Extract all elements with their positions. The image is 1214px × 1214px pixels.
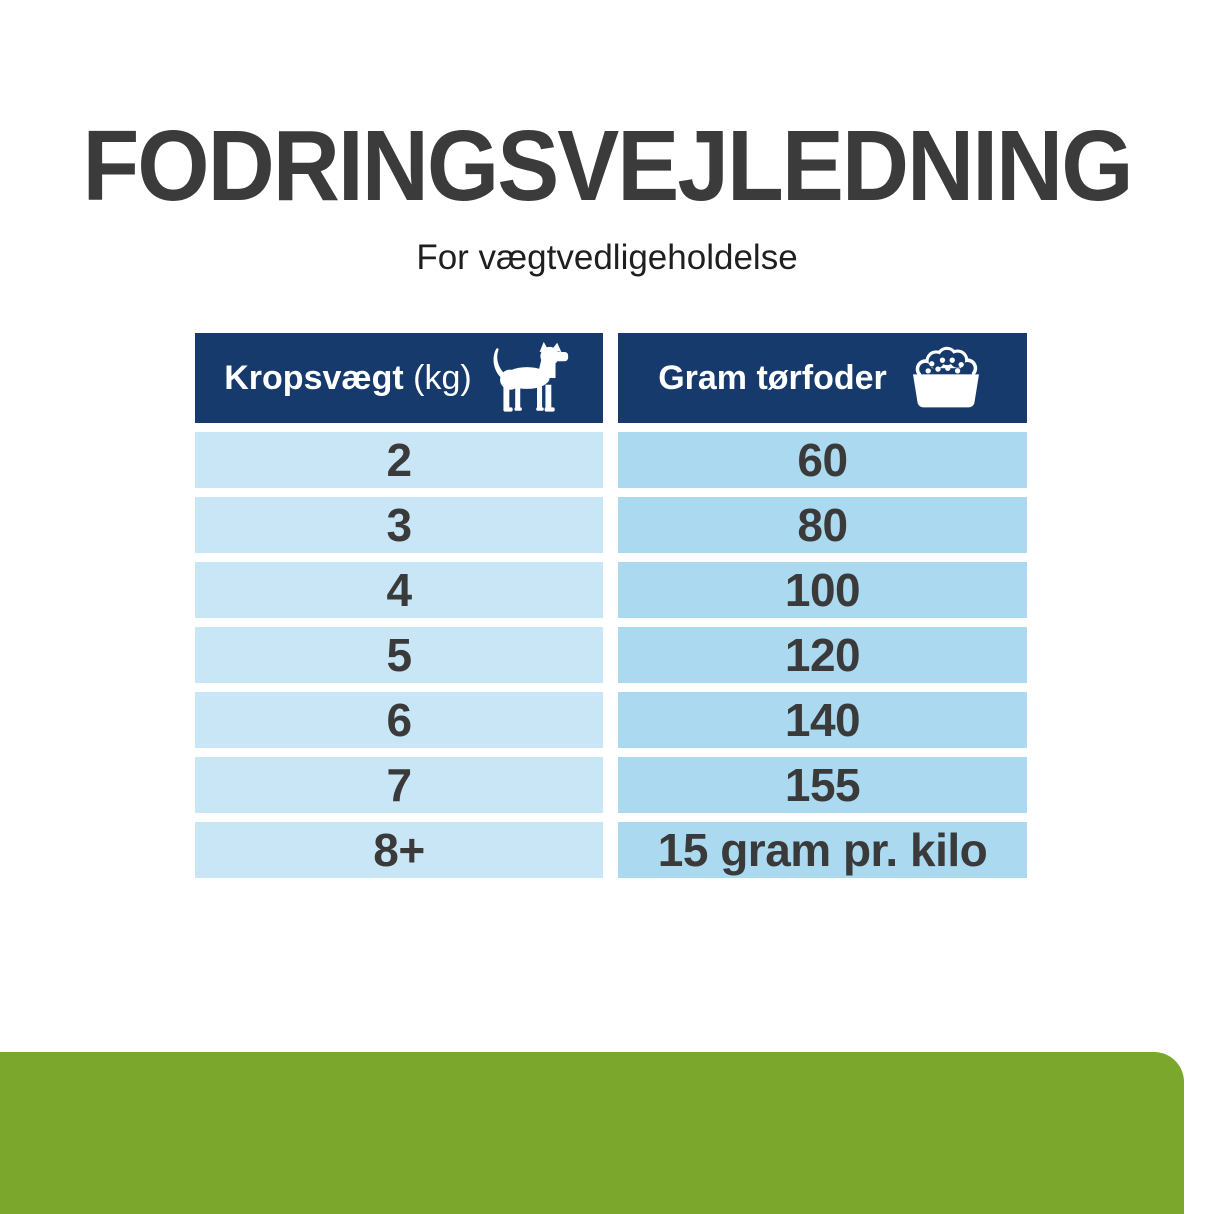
column-header-body-weight: Kropsvægt (kg) [195, 333, 603, 423]
table-row-weight: 2 [195, 432, 603, 488]
table-row-weight: 5 [195, 627, 603, 683]
column-header-body-weight-text: Kropsvægt (kg) [224, 359, 471, 398]
table-row-grams: 120 [618, 627, 1027, 683]
table-row-weight: 7 [195, 757, 603, 813]
page-subtitle: For vægtvedligeholdelse [416, 238, 798, 277]
table-row-grams: 100 [618, 562, 1027, 618]
dry-food-label: Gram tørfoder [658, 358, 887, 397]
bottom-accent-bar [0, 1052, 1184, 1214]
feeding-table: Kropsvægt (kg) [195, 333, 1027, 878]
column-header-dry-food: Gram tørfoder [618, 333, 1027, 423]
table-row-grams: 155 [618, 757, 1027, 813]
table-row-grams: 60 [618, 432, 1027, 488]
table-row-grams: 15 gram pr. kilo [618, 822, 1027, 878]
table-row-grams: 140 [618, 692, 1027, 748]
table-row-weight: 3 [195, 497, 603, 553]
page-title: FODRINGSVEJLEDNING [82, 109, 1133, 222]
table-row-weight: 6 [195, 692, 603, 748]
dog-icon [490, 341, 574, 415]
body-weight-label: Kropsvægt [224, 358, 404, 397]
table-row-weight: 8+ [195, 822, 603, 878]
table-row-grams: 80 [618, 497, 1027, 553]
table-row-weight: 4 [195, 562, 603, 618]
food-bowl-icon [905, 345, 987, 411]
body-weight-unit: (kg) [413, 358, 472, 397]
